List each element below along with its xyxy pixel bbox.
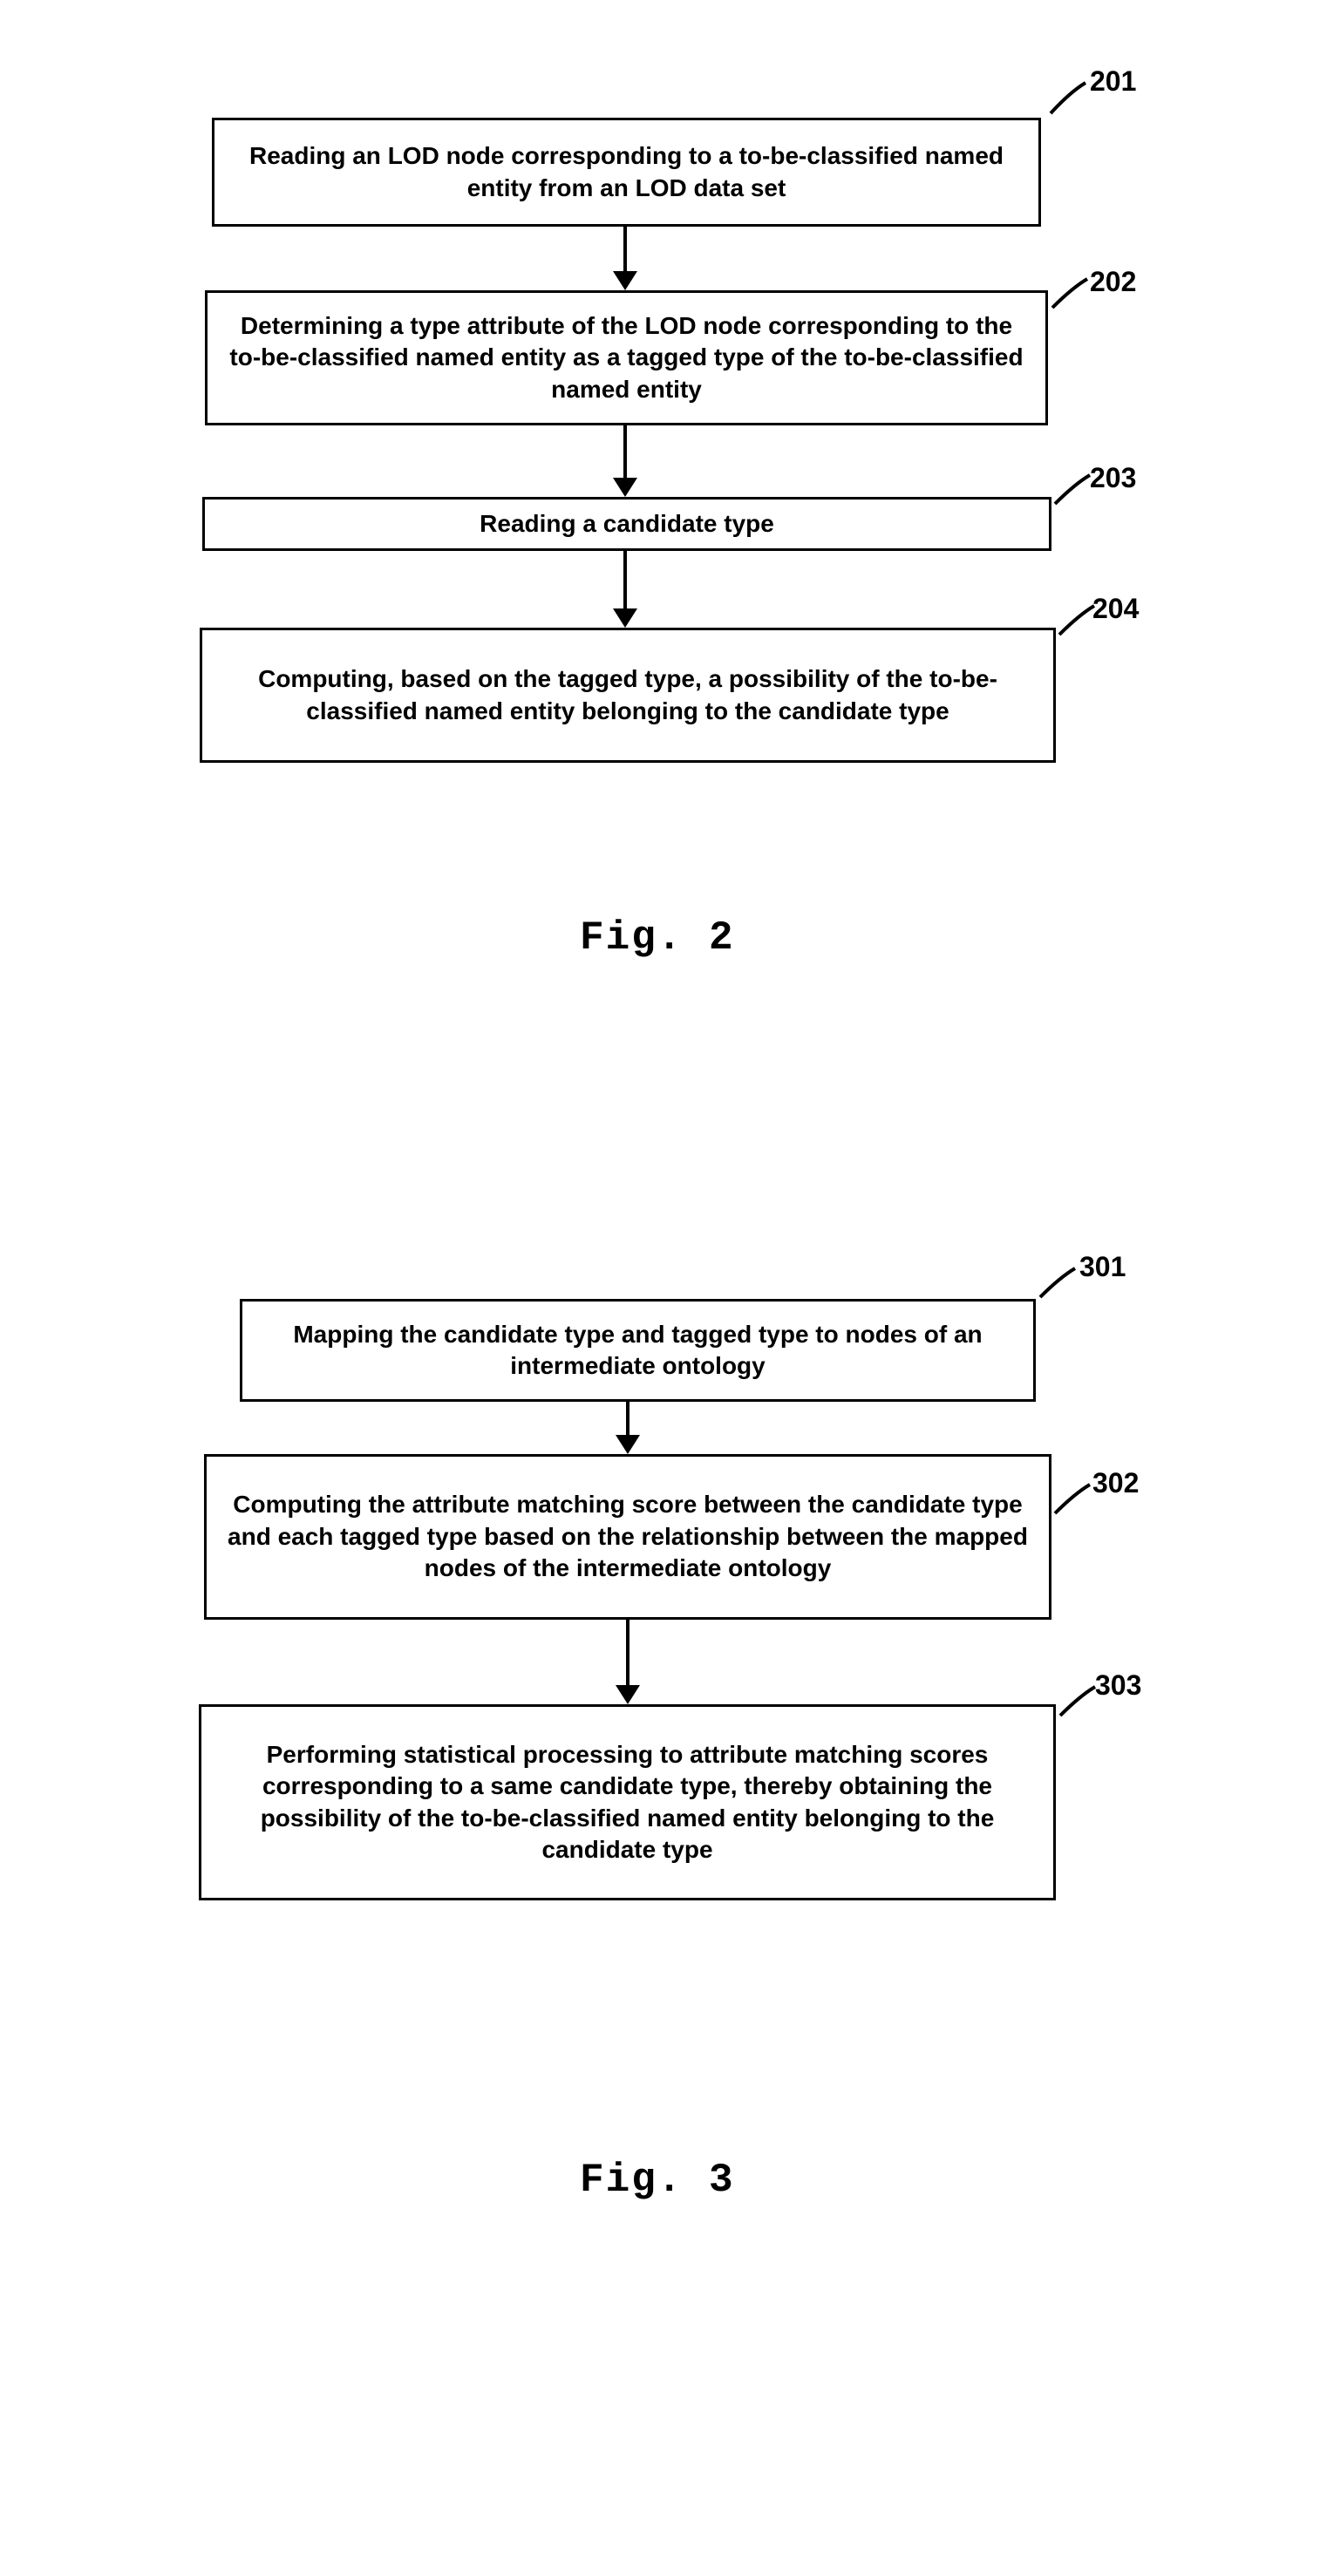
fig2-arrow-0-head	[613, 271, 637, 290]
fig3-box-302: Computing the attribute matching score b…	[204, 1454, 1051, 1620]
fig2-caption: Fig. 2	[580, 915, 735, 961]
fig3-box-302-text: Computing the attribute matching score b…	[224, 1489, 1031, 1584]
fig2-box-204-text: Computing, based on the tagged type, a p…	[220, 663, 1036, 727]
fig2-arrow-0-line	[623, 227, 627, 271]
fig3-arrow-1-line	[626, 1620, 629, 1685]
fig2-label-203: 203	[1090, 462, 1136, 494]
fig3-box-303: Performing statistical processing to att…	[199, 1704, 1056, 1900]
fig3-box-301: Mapping the candidate type and tagged ty…	[240, 1299, 1036, 1402]
fig2-box-201: Reading an LOD node corresponding to a t…	[212, 118, 1041, 227]
fig3-box-303-text: Performing statistical processing to att…	[219, 1739, 1036, 1866]
fig2-box-202: Determining a type attribute of the LOD …	[205, 290, 1048, 425]
fig3-arrow-1-head	[616, 1685, 640, 1704]
fig2-label-204: 204	[1092, 593, 1139, 625]
fig2-box-201-text: Reading an LOD node corresponding to a t…	[232, 140, 1021, 204]
fig2-box-203-text: Reading a candidate type	[480, 508, 774, 540]
fig2-label-202: 202	[1090, 266, 1136, 298]
fig2-label-201: 201	[1090, 65, 1136, 98]
fig3-arrow-0-head	[616, 1435, 640, 1454]
fig2-box-204: Computing, based on the tagged type, a p…	[200, 628, 1056, 763]
fig2-arrow-1-line	[623, 425, 627, 478]
fig3-caption: Fig. 3	[580, 2158, 735, 2203]
fig2-box-202-text: Determining a type attribute of the LOD …	[225, 310, 1028, 405]
fig2-box-203: Reading a candidate type	[202, 497, 1051, 551]
fig2-arrow-2-line	[623, 551, 627, 608]
fig3-label-303: 303	[1095, 1669, 1141, 1702]
fig3-box-301-text: Mapping the candidate type and tagged ty…	[260, 1319, 1016, 1383]
fig2-arrow-1-head	[613, 478, 637, 497]
fig3-label-301: 301	[1079, 1251, 1126, 1283]
fig2-arrow-2-head	[613, 608, 637, 628]
fig3-label-302: 302	[1092, 1467, 1139, 1499]
fig3-arrow-0-line	[626, 1402, 629, 1435]
